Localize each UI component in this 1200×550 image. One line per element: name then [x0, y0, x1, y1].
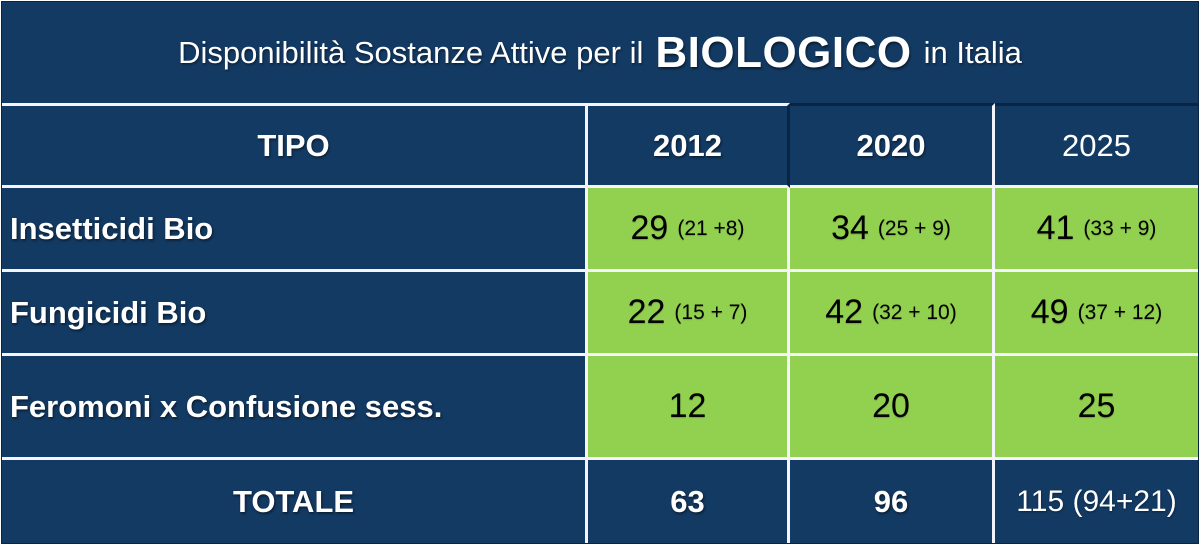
cell-fungicidi-2020: 42 (32 + 10)	[790, 272, 995, 356]
value-breakdown: (37 + 12)	[1077, 300, 1163, 324]
total-row-label: TOTALE	[2, 460, 588, 543]
value-main: 34	[831, 209, 869, 247]
value-main: 25	[1077, 387, 1116, 425]
cell-insetticidi-2020: 34 (25 + 9)	[790, 188, 995, 272]
title-highlight: BIOLOGICO	[655, 27, 912, 77]
column-header-2020: 2020	[790, 103, 995, 188]
value-main: 49	[1030, 293, 1069, 331]
value-main: 41	[1036, 209, 1075, 247]
value-main: 12	[668, 387, 707, 425]
cell-insetticidi-2012: 29 (21 +8)	[588, 188, 790, 272]
value-main: 20	[872, 387, 910, 425]
value-breakdown: (25 + 9)	[877, 216, 951, 240]
title-suffix: in Italia	[923, 34, 1022, 70]
column-header-2012: 2012	[588, 103, 790, 188]
value-main: 42	[825, 293, 864, 331]
total-2020: 96	[790, 460, 995, 543]
total-2012: 63	[588, 460, 790, 543]
value-breakdown: (15 + 7)	[674, 300, 748, 324]
column-header-2025: 2025	[995, 103, 1198, 188]
total-2025: 115 (94+21)	[995, 460, 1198, 543]
title-prefix: Disponibilità Sostanze Attive per il	[178, 34, 644, 70]
cell-fungicidi-2025: 49 (37 + 12)	[995, 272, 1198, 356]
value-breakdown: (21 +8)	[677, 216, 745, 240]
value-breakdown: (32 + 10)	[872, 300, 957, 324]
value-main: 22	[627, 293, 666, 331]
cell-feromoni-2012: 12	[588, 356, 790, 460]
cell-fungicidi-2012: 22 (15 + 7)	[588, 272, 790, 356]
value-breakdown: (33 + 9)	[1083, 216, 1157, 240]
cell-feromoni-2025: 25	[995, 356, 1198, 460]
column-header-tipo: TIPO	[2, 103, 588, 188]
row-label-feromoni: Feromoni x Confusione sess.	[2, 356, 588, 460]
row-label-insetticidi-bio: Insetticidi Bio	[2, 188, 588, 272]
cell-feromoni-2020: 20	[790, 356, 995, 460]
page-title: Disponibilità Sostanze Attive per il BIO…	[2, 2, 1198, 103]
row-label-fungicidi-bio: Fungicidi Bio	[2, 272, 588, 356]
value-main: 29	[630, 209, 669, 247]
cell-insetticidi-2025: 41 (33 + 9)	[995, 188, 1198, 272]
